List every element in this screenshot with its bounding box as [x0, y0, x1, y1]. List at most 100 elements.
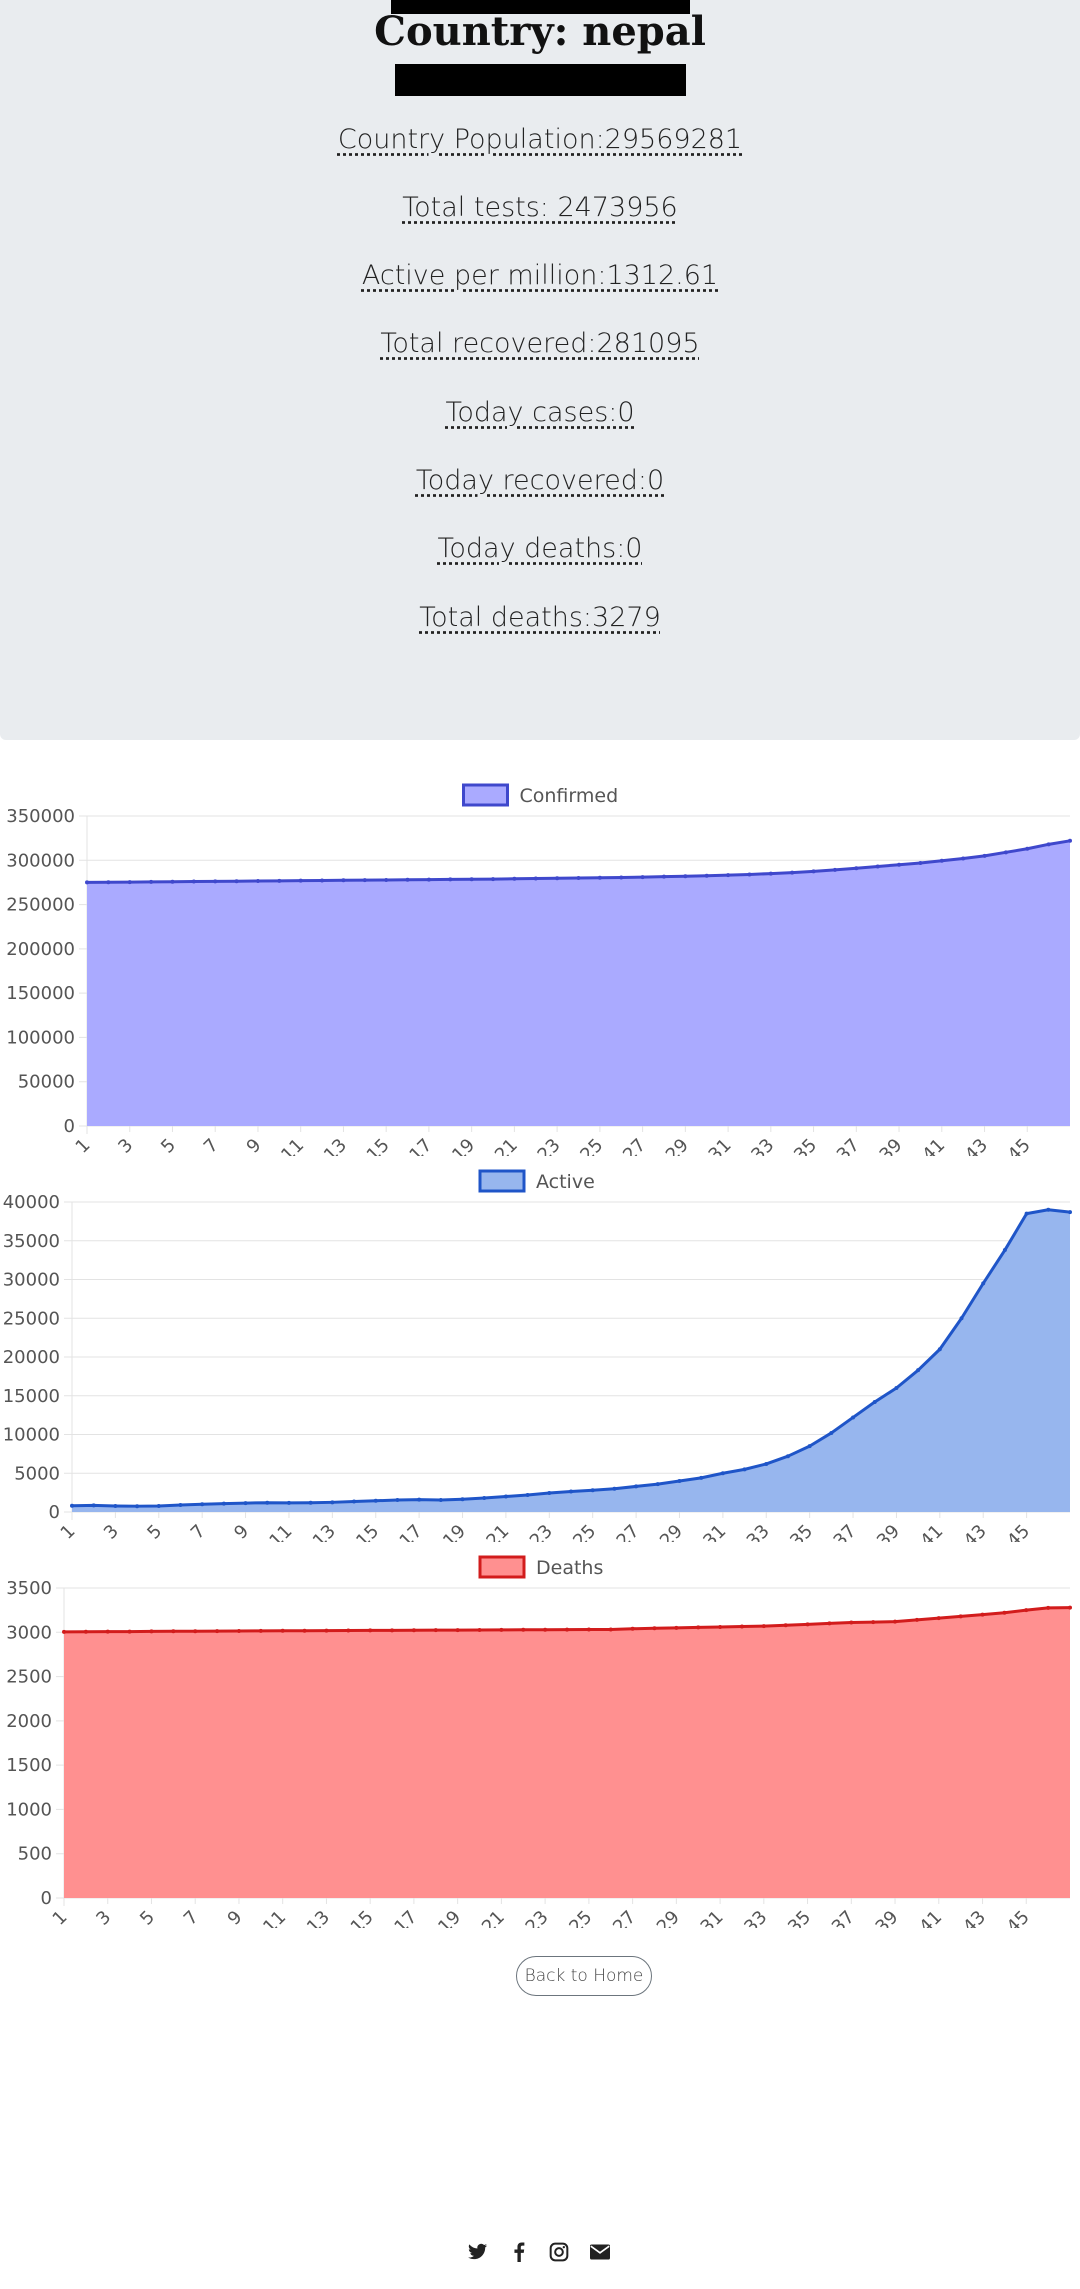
data-point[interactable] [499, 1627, 504, 1632]
data-point[interactable] [982, 853, 987, 858]
data-point[interactable] [469, 877, 474, 882]
data-point[interactable] [362, 878, 367, 883]
data-point[interactable] [897, 862, 902, 867]
data-point[interactable] [70, 1503, 74, 1508]
data-point[interactable] [149, 879, 154, 884]
data-point[interactable] [213, 879, 218, 884]
data-point[interactable] [739, 1624, 744, 1629]
data-point[interactable] [200, 1502, 205, 1507]
data-point[interactable] [405, 877, 410, 882]
data-point[interactable] [191, 879, 196, 884]
data-point[interactable] [1024, 1608, 1029, 1613]
data-point[interactable] [221, 1501, 226, 1506]
data-point[interactable] [699, 1475, 704, 1480]
data-point[interactable] [341, 878, 346, 883]
data-point[interactable] [170, 879, 175, 884]
data-point[interactable] [1068, 838, 1072, 843]
data-point[interactable] [893, 1619, 898, 1624]
data-point[interactable] [83, 1629, 88, 1634]
data-point[interactable] [368, 1628, 373, 1633]
data-point[interactable] [547, 1491, 552, 1496]
data-point[interactable] [178, 1503, 183, 1508]
data-point[interactable] [936, 1616, 941, 1621]
data-point[interactable] [1068, 1210, 1072, 1215]
data-point[interactable] [849, 1620, 854, 1625]
data-point[interactable] [851, 1415, 856, 1420]
data-point[interactable] [1025, 846, 1030, 851]
data-point[interactable] [811, 869, 816, 874]
data-point[interactable] [149, 1629, 154, 1634]
data-point[interactable] [939, 858, 944, 863]
data-point[interactable] [236, 1629, 241, 1634]
data-point[interactable] [677, 1479, 682, 1483]
data-point[interactable] [785, 1454, 790, 1459]
back-to-home-button[interactable]: Back to Home [516, 1956, 652, 1996]
data-point[interactable] [215, 1629, 220, 1634]
data-point[interactable] [243, 1501, 248, 1506]
data-point[interactable] [320, 878, 325, 883]
data-point[interactable] [302, 1628, 307, 1633]
data-point[interactable] [764, 1461, 769, 1466]
data-point[interactable] [433, 1628, 438, 1633]
data-point[interactable] [661, 874, 666, 879]
data-point[interactable] [597, 875, 602, 880]
data-point[interactable] [525, 1492, 530, 1497]
data-point[interactable] [918, 860, 923, 865]
data-point[interactable] [608, 1627, 613, 1632]
data-point[interactable] [569, 1489, 573, 1494]
data-point[interactable] [683, 874, 688, 879]
data-point[interactable] [829, 1430, 834, 1435]
data-point[interactable] [720, 1471, 725, 1476]
data-point[interactable] [674, 1625, 679, 1630]
data-point[interactable] [640, 875, 645, 880]
data-point[interactable] [576, 876, 581, 880]
data-point[interactable] [426, 877, 431, 882]
data-point[interactable] [503, 1494, 508, 1499]
data-point[interactable] [171, 1629, 176, 1634]
data-point[interactable] [491, 877, 496, 882]
data-point[interactable] [455, 1628, 460, 1633]
data-point[interactable] [1002, 1610, 1007, 1615]
data-point[interactable] [298, 878, 303, 883]
data-point[interactable] [871, 1620, 876, 1625]
data-point[interactable] [747, 872, 752, 877]
data-point[interactable] [783, 1623, 788, 1628]
data-point[interactable] [330, 1500, 335, 1505]
data-point[interactable] [981, 1281, 986, 1286]
data-point[interactable] [62, 1629, 66, 1634]
data-point[interactable] [512, 876, 517, 881]
data-point[interactable] [586, 1627, 591, 1632]
data-point[interactable] [286, 1500, 291, 1505]
data-point[interactable] [352, 1499, 357, 1504]
data-point[interactable] [460, 1497, 465, 1502]
data-point[interactable] [113, 1503, 118, 1508]
data-point[interactable] [384, 877, 389, 882]
data-point[interactable] [106, 880, 111, 885]
data-point[interactable] [1046, 1605, 1051, 1610]
data-point[interactable] [961, 856, 966, 861]
data-point[interactable] [790, 870, 795, 875]
data-point[interactable] [1046, 842, 1051, 847]
data-point[interactable] [805, 1622, 810, 1627]
data-point[interactable] [872, 1399, 877, 1404]
data-point[interactable] [726, 873, 731, 878]
data-point[interactable] [718, 1624, 723, 1629]
data-point[interactable] [193, 1629, 198, 1634]
data-point[interactable] [91, 1503, 96, 1508]
data-point[interactable] [521, 1627, 526, 1632]
data-point[interactable] [704, 873, 709, 878]
data-point[interactable] [696, 1625, 701, 1630]
data-point[interactable] [916, 1368, 921, 1373]
data-point[interactable] [1003, 850, 1008, 855]
facebook-icon[interactable] [507, 2240, 531, 2264]
data-point[interactable] [277, 878, 282, 883]
data-point[interactable] [768, 871, 773, 876]
data-point[interactable] [390, 1628, 395, 1633]
data-point[interactable] [373, 1498, 378, 1503]
legend-swatch[interactable] [478, 1555, 526, 1579]
data-point[interactable] [258, 1628, 263, 1633]
data-point[interactable] [619, 875, 624, 880]
data-point[interactable] [482, 1496, 487, 1501]
data-point[interactable] [590, 1488, 595, 1493]
data-point[interactable] [127, 880, 132, 885]
